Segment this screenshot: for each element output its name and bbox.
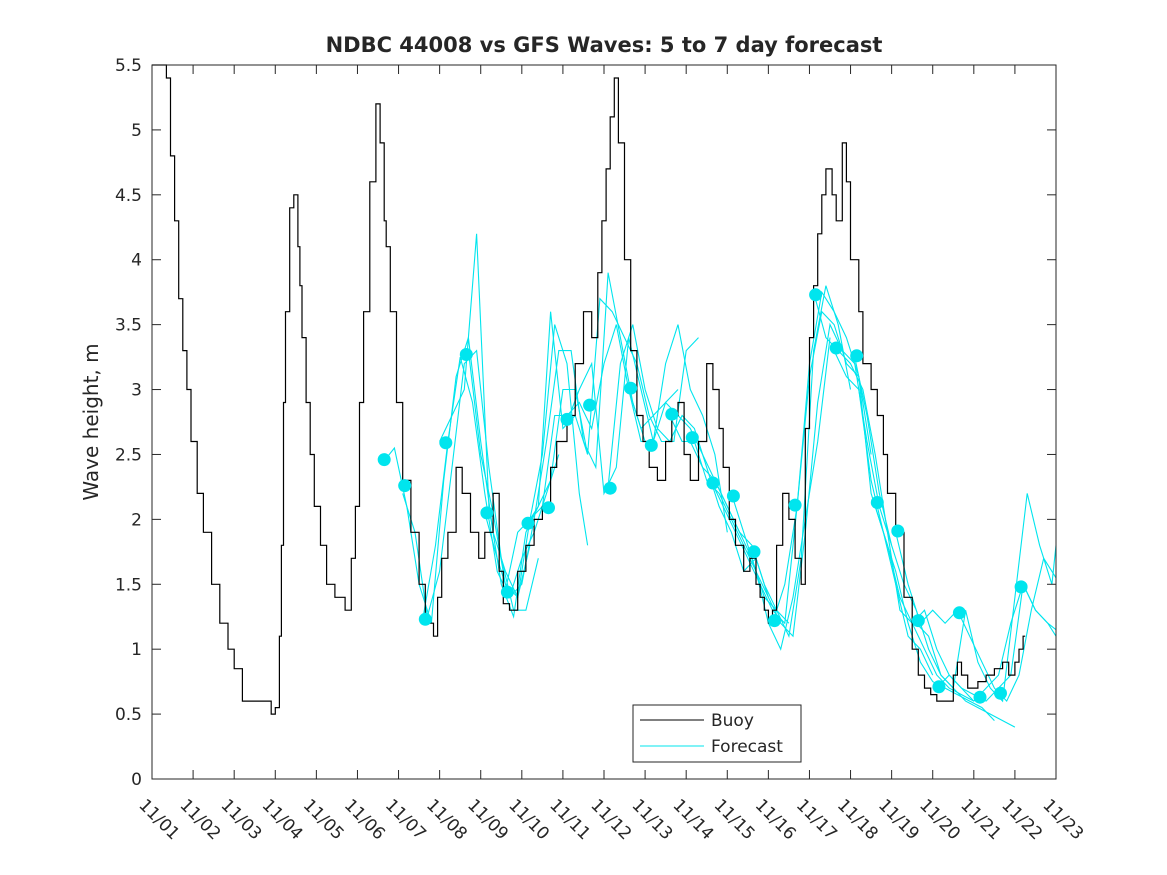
forecast-marker <box>768 614 781 628</box>
legend-box <box>632 704 802 763</box>
forecast-marker <box>891 524 905 538</box>
forecast-marker <box>665 407 679 421</box>
forecast-line <box>710 290 872 625</box>
forecast-marker <box>398 479 412 493</box>
y-tick-label: 1.5 <box>115 575 142 595</box>
legend-label-buoy: Buoy <box>711 711 754 731</box>
forecast-line <box>915 493 1057 703</box>
y-tick-label: 3 <box>131 381 142 401</box>
forecast-marker <box>603 481 617 495</box>
forecast-line <box>439 233 589 619</box>
forecast-marker <box>685 431 699 445</box>
forecast-marker <box>377 453 391 467</box>
y-axis-label: Wave height, m <box>79 343 103 500</box>
forecast-marker <box>480 506 494 520</box>
buoy-series <box>152 64 1026 715</box>
forecast-line <box>504 324 679 591</box>
y-tick-label: 2 <box>131 510 142 530</box>
forecast-marker <box>829 341 843 355</box>
forecast-line <box>628 389 790 624</box>
y-tick-label: 1 <box>131 640 142 660</box>
forecast-marker <box>932 680 946 694</box>
legend: Buoy Forecast <box>632 704 802 763</box>
forecast-marker <box>911 614 925 628</box>
forecast-marker <box>726 489 740 503</box>
buoy-line <box>152 64 1026 715</box>
y-tick-label: 4 <box>131 251 142 271</box>
forecast-line <box>833 350 995 721</box>
y-tick-label: 4.5 <box>115 186 142 206</box>
chart-title: NDBC 44008 vs GFS Waves: 5 to 7 day fore… <box>326 33 883 57</box>
forecast-marker <box>459 348 473 361</box>
forecast-line <box>771 310 934 676</box>
forecast-marker <box>747 545 761 559</box>
forecast-marker <box>624 381 638 395</box>
forecast-line <box>607 324 769 598</box>
forecast-line <box>730 322 893 638</box>
forecast-marker <box>994 686 1007 700</box>
y-tick-label: 5.5 <box>115 56 142 76</box>
forecast-line <box>566 324 728 533</box>
forecast-marker <box>521 516 535 530</box>
y-tick-label: 2.5 <box>115 445 142 465</box>
forecast-marker <box>788 498 802 512</box>
forecast-marker <box>870 496 884 509</box>
forecast-marker <box>439 436 453 450</box>
forecast-series-markers <box>377 288 1028 704</box>
forecast-marker <box>952 606 966 620</box>
y-tick-label: 0.5 <box>115 705 142 725</box>
forecast-marker <box>809 288 823 302</box>
forecast-marker <box>418 612 432 626</box>
forecast-series-lines <box>383 233 1057 728</box>
forecast-marker <box>560 412 574 426</box>
forecast-marker <box>973 690 987 704</box>
forecast-marker <box>500 585 514 599</box>
forecast-marker <box>706 476 720 490</box>
y-tick-label: 3.5 <box>115 316 142 336</box>
forecast-marker <box>850 349 864 363</box>
y-tick-label: 0 <box>131 770 142 790</box>
forecast-marker <box>583 398 597 412</box>
forecast-marker <box>1014 580 1028 594</box>
forecast-marker <box>542 501 555 515</box>
legend-label-forecast: Forecast <box>711 737 783 757</box>
forecast-marker <box>644 438 658 452</box>
plot-area <box>152 65 1056 779</box>
y-axis: 0 0.5 1 1.5 2 2.5 3 3.5 4 4.5 5 5.5 <box>115 56 1056 790</box>
y-tick-label: 5 <box>131 121 142 141</box>
